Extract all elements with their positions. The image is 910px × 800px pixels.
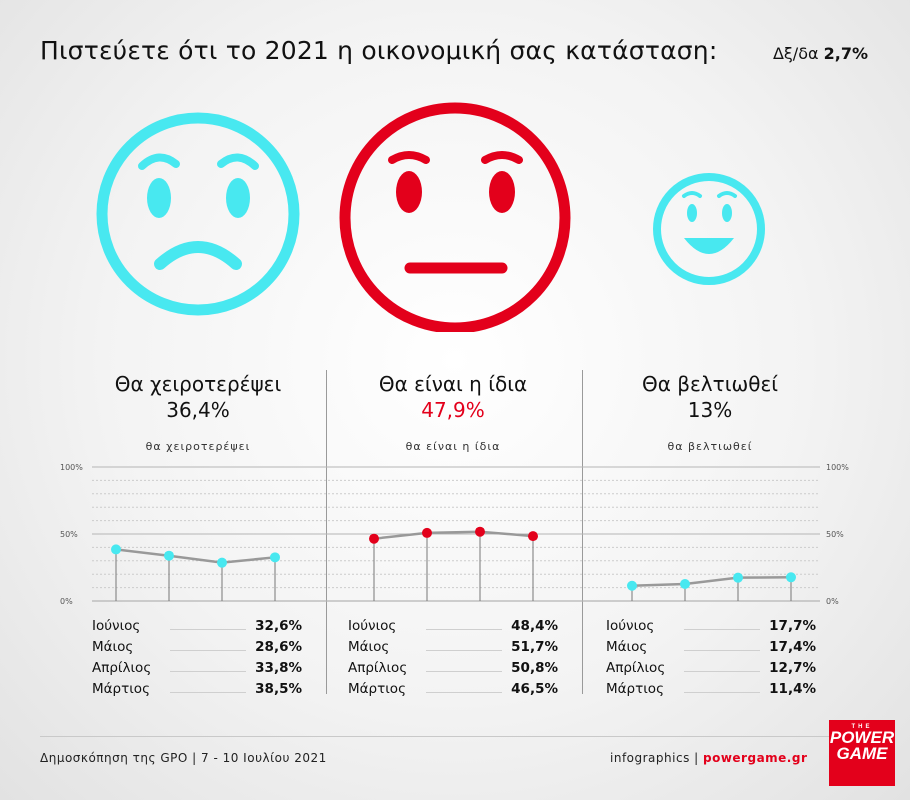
sad-face-icon <box>96 112 300 316</box>
month-label: Απρίλιος <box>348 660 408 676</box>
logo-line1: THE <box>851 724 873 730</box>
value-label: 11,4% <box>769 681 816 697</box>
table-same: Ιούνιος 48,4% Μάιος 51,7% Απρίλιος 50,8% Μά… <box>348 613 558 697</box>
logo-line2: POWER <box>829 728 895 747</box>
month-label: Μάιος <box>92 639 134 655</box>
heading-same-label: Θα είναι η ίδια <box>378 372 528 396</box>
data-point-same <box>528 531 538 542</box>
sublabel-same: θα είναι η ίδια <box>405 440 501 453</box>
logo-line3: GAME <box>836 744 888 763</box>
y-tick-label-right: 50% <box>826 530 844 539</box>
y-tick-label-left: 100% <box>60 463 83 472</box>
y-tick-label-right: 100% <box>826 463 849 472</box>
month-label: Ιούνιος <box>606 618 655 634</box>
footer-credit: infographics | powergame.gr <box>610 751 807 765</box>
value-label: 50,8% <box>511 660 558 676</box>
month-label: Μάιος <box>348 639 390 655</box>
table-row: Ιούνιος 48,4% <box>348 613 558 634</box>
dkdk-value: 2,7% <box>823 44 868 63</box>
data-point-better <box>627 580 637 591</box>
table-row: Ιούνιος 17,7% <box>606 613 816 634</box>
y-tick-label-left: 0% <box>60 597 73 606</box>
sublabel-better: θα βελτιωθεί <box>667 440 753 453</box>
month-label: Απρίλιος <box>606 660 666 676</box>
data-point-same <box>475 526 485 537</box>
table-row: Μάρτιος 11,4% <box>606 676 816 697</box>
table-row: Απρίλιος 12,7% <box>606 655 816 676</box>
sublabel-worse: θα χειροτερέψει <box>145 440 251 453</box>
data-point-better <box>680 578 690 589</box>
value-label: 17,7% <box>769 618 816 634</box>
month-label: Μάιος <box>606 639 648 655</box>
value-label: 51,7% <box>511 639 558 655</box>
value-label: 17,4% <box>769 639 816 655</box>
data-point-worse <box>111 544 121 555</box>
heading-better-percent: 13% <box>687 398 733 422</box>
dkdk-summary: Δξ/δα 2,7% <box>773 44 868 63</box>
data-point-better <box>733 572 743 583</box>
month-label: Ιούνιος <box>92 618 141 634</box>
series-line-better <box>631 576 792 587</box>
table-row: Απρίλιος 50,8% <box>348 655 558 676</box>
heading-better-label: Θα βελτιωθεί <box>641 372 779 396</box>
happy-face-icon <box>653 173 765 285</box>
value-label: 48,4% <box>511 618 558 634</box>
table-row: Μάρτιος 46,5% <box>348 676 558 697</box>
footer-source: Δημοσκόπηση της GPO | 7 - 10 Ιουλίου 202… <box>40 751 327 765</box>
footer-site-link[interactable]: powergame.gr <box>703 751 808 765</box>
value-label: 28,6% <box>255 639 302 655</box>
heading-worse: Θα χειροτερέψει 36,4% <box>68 371 328 423</box>
y-tick-label-left: 50% <box>60 530 78 539</box>
heading-better: Θα βελτιωθεί 13% <box>580 371 840 423</box>
month-label: Μάρτιος <box>348 681 406 697</box>
data-point-worse <box>217 557 227 568</box>
data-point-worse <box>164 550 174 561</box>
table-better: Ιούνιος 17,7% Μάιος 17,4% Απρίλιος 12,7% Μά… <box>606 613 816 697</box>
month-label: Μάρτιος <box>92 681 150 697</box>
value-label: 12,7% <box>769 660 816 676</box>
table-row: Μάιος 51,7% <box>348 634 558 655</box>
page-title: Πιστεύετε ότι το 2021 η οικονομική σας κ… <box>40 36 718 65</box>
neutral-face-icon <box>339 102 571 332</box>
data-point-worse <box>270 552 280 563</box>
series-line-same <box>373 530 534 540</box>
series-line-worse <box>115 548 276 564</box>
value-label: 32,6% <box>255 618 302 634</box>
heading-worse-label: Θα χειροτερέψει <box>114 372 282 396</box>
table-row: Μάιος 17,4% <box>606 634 816 655</box>
table-worse: Ιούνιος 32,6% Μάιος 28,6% Απρίλιος 33,8% Μά… <box>92 613 302 697</box>
heading-same-percent: 47,9% <box>421 398 485 422</box>
value-label: 38,5% <box>255 681 302 697</box>
data-point-same <box>422 527 432 538</box>
value-label: 46,5% <box>511 681 558 697</box>
month-label: Ιούνιος <box>348 618 397 634</box>
powergame-logo: THE POWER GAME <box>829 720 895 786</box>
table-row: Ιούνιος 32,6% <box>92 613 302 634</box>
y-tick-label-right: 0% <box>826 597 839 606</box>
table-row: Μάρτιος 38,5% <box>92 676 302 697</box>
data-point-better <box>786 572 796 583</box>
divider-1 <box>326 370 327 694</box>
dkdk-label: Δξ/δα <box>772 44 819 63</box>
data-point-same <box>369 533 379 544</box>
heading-same: Θα είναι η ίδια 47,9% <box>323 371 583 423</box>
month-label: Απρίλιος <box>92 660 152 676</box>
footer-credit-prefix: infographics | <box>610 751 703 765</box>
footer-divider <box>40 736 870 737</box>
table-row: Απρίλιος 33,8% <box>92 655 302 676</box>
heading-worse-percent: 36,4% <box>166 398 230 422</box>
value-label: 33,8% <box>255 660 302 676</box>
divider-2 <box>582 370 583 694</box>
trend-chart: 100% 100% 50% 50% 0% 0% <box>60 463 849 606</box>
month-label: Μάρτιος <box>606 681 664 697</box>
table-row: Μάιος 28,6% <box>92 634 302 655</box>
